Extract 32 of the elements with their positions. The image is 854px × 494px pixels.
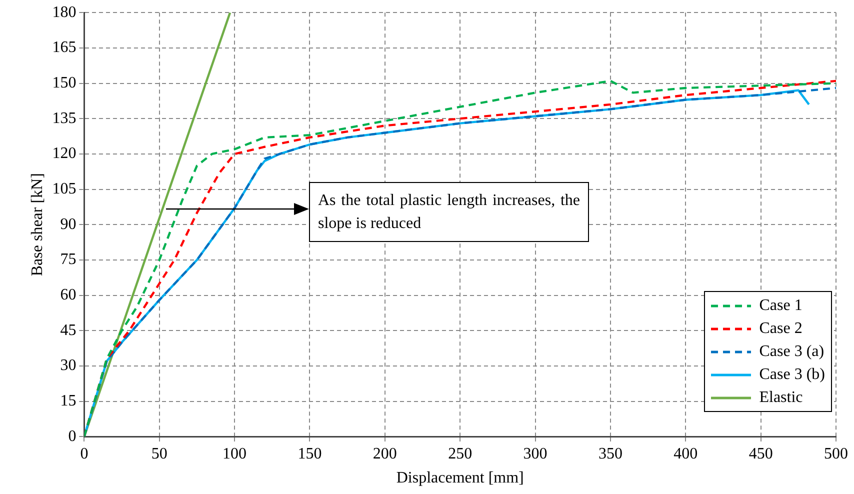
y-tick-label: 90 <box>60 216 76 233</box>
x-tick-label: 500 <box>824 445 848 462</box>
annotation: As the total plastic length increases, the slope is reduced <box>309 182 589 242</box>
legend-label: Case 3 (a) <box>759 342 824 360</box>
y-tick-label: 120 <box>52 145 76 162</box>
y-tick-label: 150 <box>52 74 76 92</box>
y-tick-label: 30 <box>60 357 76 374</box>
x-tick-label: 100 <box>222 445 247 462</box>
x-tick-label: 0 <box>80 445 88 462</box>
y-tick-label: 165 <box>52 39 76 56</box>
y-tick-label: 0 <box>68 428 76 445</box>
legend-label: Case 2 <box>759 320 802 338</box>
y-tick-label: 60 <box>60 286 76 304</box>
x-tick-label: 350 <box>598 445 622 462</box>
x-tick-label: 400 <box>674 445 698 462</box>
y-tick-label: 15 <box>60 392 76 410</box>
y-axis-title: Base shear [kN] <box>28 173 46 276</box>
y-tick-label: 45 <box>60 322 76 339</box>
legend-label: Case 1 <box>759 296 802 314</box>
y-tick-label: 135 <box>52 110 76 127</box>
x-tick-label: 300 <box>523 445 548 462</box>
x-tick-label: 450 <box>748 445 773 462</box>
legend-label: Case 3 (b) <box>759 366 825 384</box>
x-tick-label: 50 <box>151 445 168 462</box>
y-tick-label: 105 <box>52 180 76 198</box>
x-tick-label: 200 <box>372 445 397 462</box>
y-tick-label: 180 <box>52 4 76 21</box>
x-tick-label: 250 <box>448 445 472 462</box>
legend-label: Elastic <box>759 388 803 406</box>
x-axis-title: Displacement [mm] <box>396 470 524 487</box>
x-tick-label: 150 <box>298 445 322 462</box>
y-tick-label: 75 <box>60 251 76 268</box>
